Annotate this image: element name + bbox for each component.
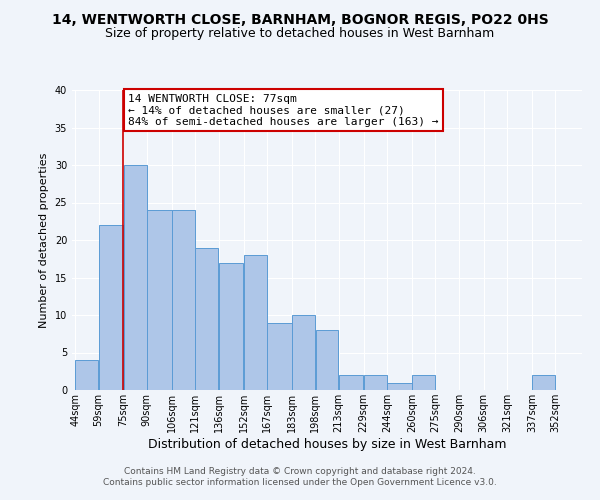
Bar <box>76 360 98 390</box>
Bar <box>244 255 267 390</box>
Bar <box>412 375 435 390</box>
Text: 14, WENTWORTH CLOSE, BARNHAM, BOGNOR REGIS, PO22 0HS: 14, WENTWORTH CLOSE, BARNHAM, BOGNOR REG… <box>52 12 548 26</box>
X-axis label: Distribution of detached houses by size in West Barnham: Distribution of detached houses by size … <box>148 438 506 451</box>
Bar <box>292 315 315 390</box>
Bar <box>387 382 412 390</box>
Bar <box>196 248 218 390</box>
Text: Contains public sector information licensed under the Open Government Licence v3: Contains public sector information licen… <box>103 478 497 487</box>
Bar <box>99 225 123 390</box>
Text: Contains HM Land Registry data © Crown copyright and database right 2024.: Contains HM Land Registry data © Crown c… <box>124 467 476 476</box>
Bar <box>124 165 146 390</box>
Bar <box>172 210 195 390</box>
Text: Size of property relative to detached houses in West Barnham: Size of property relative to detached ho… <box>106 28 494 40</box>
Bar <box>147 210 172 390</box>
Bar <box>339 375 364 390</box>
Bar <box>219 262 244 390</box>
Bar <box>532 375 555 390</box>
Bar <box>267 322 292 390</box>
Text: 14 WENTWORTH CLOSE: 77sqm
← 14% of detached houses are smaller (27)
84% of semi-: 14 WENTWORTH CLOSE: 77sqm ← 14% of detac… <box>128 94 439 127</box>
Y-axis label: Number of detached properties: Number of detached properties <box>39 152 49 328</box>
Bar <box>316 330 338 390</box>
Bar <box>364 375 387 390</box>
